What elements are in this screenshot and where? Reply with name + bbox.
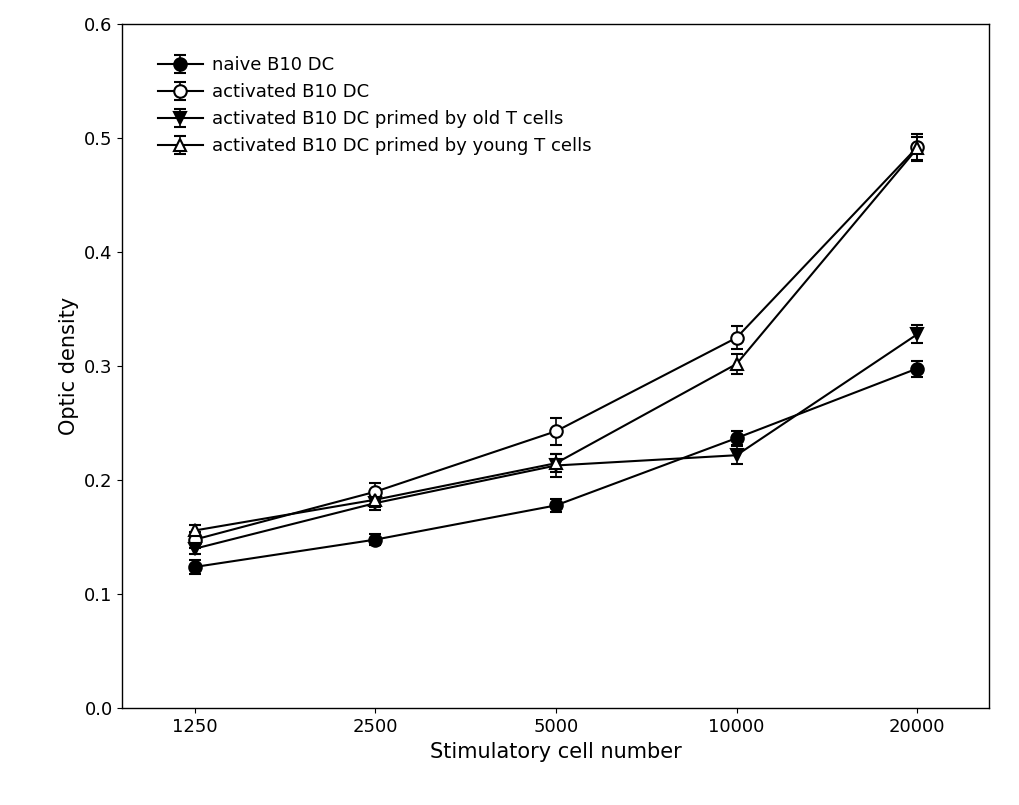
Y-axis label: Optic density: Optic density bbox=[58, 297, 78, 436]
Legend: naive B10 DC, activated B10 DC, activated B10 DC primed by old T cells, activate: naive B10 DC, activated B10 DC, activate… bbox=[149, 47, 600, 164]
X-axis label: Stimulatory cell number: Stimulatory cell number bbox=[430, 741, 681, 762]
